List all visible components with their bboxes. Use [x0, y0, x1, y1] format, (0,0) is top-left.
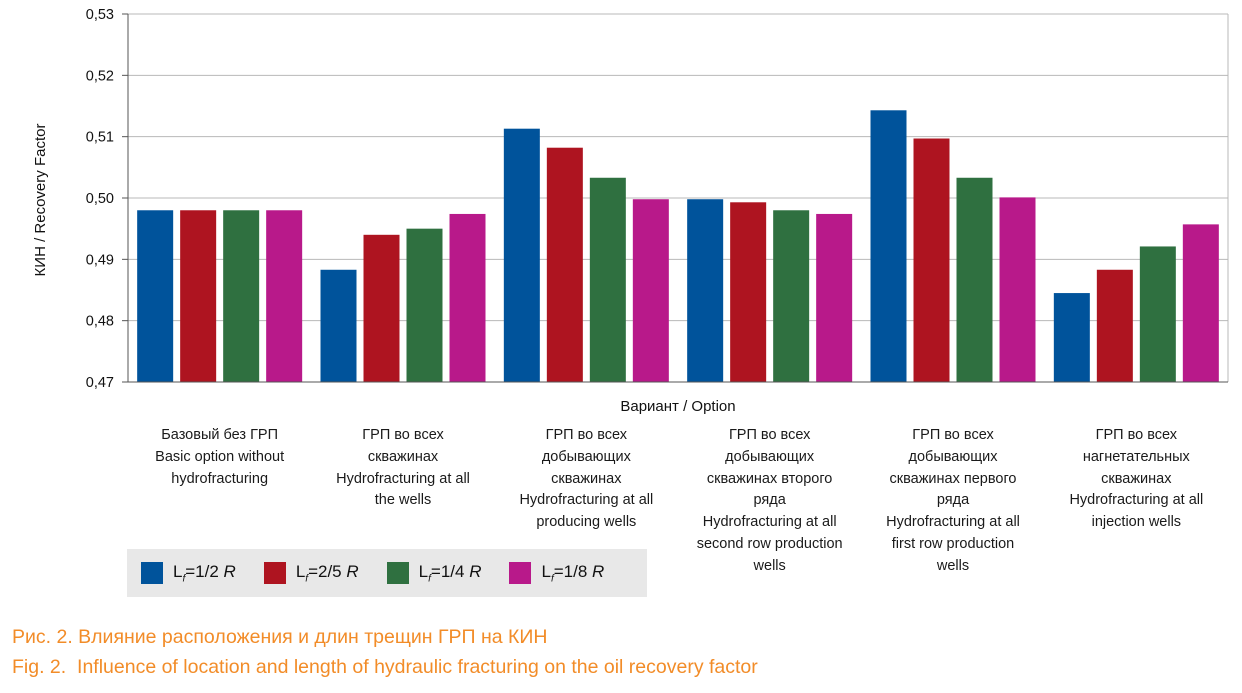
- bars: [137, 110, 1219, 382]
- figure-caption-ru: Рис. 2. Влияние расположения и длин трещ…: [12, 626, 547, 649]
- legend-swatch: [141, 561, 163, 584]
- x-category-label-line: нагнетательных: [1082, 448, 1190, 465]
- x-category-label: ГРП во всех добывающих скважинах первого ря…: [865, 425, 1041, 578]
- caption-ru-text: Влияние расположения и длин трещин ГРП н…: [72, 626, 548, 648]
- bar: [406, 228, 443, 382]
- x-category-label-line: hydrofracturing: [171, 470, 269, 487]
- x-category-label-line: добывающих: [908, 448, 998, 465]
- x-category-label: ГРП во всех нагнетательных скважинах Hydrof…: [1048, 425, 1224, 534]
- y-tick-label: 0,49: [86, 252, 114, 268]
- x-category-label-line: Hydrofracturing at all: [1069, 492, 1204, 509]
- bar: [223, 210, 260, 382]
- y-tick-label: 0,48: [86, 314, 114, 330]
- legend-label: Lf=1/2 R: [173, 561, 236, 585]
- bar: [913, 138, 950, 382]
- legend-swatch: [263, 561, 286, 584]
- legend-swatch: [386, 561, 409, 584]
- legend-item: Lf=1/2 R: [141, 562, 236, 584]
- bar: [956, 177, 993, 382]
- y-tick-label: 0,52: [86, 68, 114, 84]
- x-category-label: ГРП во всех скважинах Hydrofracturing at a…: [315, 425, 491, 512]
- grid-lines: [128, 13, 1228, 383]
- caption-en-label: Fig. 2.: [12, 656, 67, 678]
- bar: [363, 234, 400, 382]
- x-category-label-line: Basic option without: [155, 448, 285, 465]
- x-category-label-line: Hydrofracturing at all: [886, 514, 1020, 531]
- x-category-label-line: скважинах: [1101, 470, 1172, 487]
- x-category-label-line: скважинах: [551, 470, 622, 487]
- bar: [320, 269, 357, 382]
- bar: [1053, 293, 1090, 382]
- x-category-label: ГРП во всех добывающих скважинах второго ря…: [682, 425, 858, 578]
- bar: [266, 210, 303, 382]
- x-axis-label: Вариант / Option: [620, 398, 735, 415]
- legend-item: Lf=1/8 R: [509, 562, 604, 584]
- x-category-label-line: ГРП во всех: [912, 427, 994, 443]
- x-category-label-line: добывающих: [725, 448, 815, 465]
- axes: 0,47 0,48 0,49 0,50 0,51 0,52 0,53: [86, 7, 1229, 391]
- x-category-label: ГРП во всех добывающих скважинах Hydrofract…: [498, 425, 674, 534]
- caption-ru-label: Рис. 2.: [12, 626, 73, 648]
- legend-item: Lf=1/4 R: [386, 561, 482, 585]
- x-category-label-line: ряда: [936, 492, 970, 509]
- x-category-label-line: ГРП во всех: [545, 427, 628, 443]
- x-category-label-line: wells: [936, 557, 970, 574]
- x-category-label-line: Hydrofracturing at all: [702, 514, 837, 531]
- bar: [503, 128, 540, 382]
- bar: [632, 199, 669, 382]
- legend-label: Lf=2/5 R: [295, 561, 359, 585]
- bar: [1139, 246, 1176, 382]
- bar: [449, 213, 486, 382]
- legend-item: Lf=2/5 R: [263, 561, 359, 585]
- y-tick-label: 0,47: [86, 375, 114, 391]
- y-tick-label: 0,51: [86, 130, 114, 146]
- y-axis-label: КИН / Recovery Factor: [32, 124, 49, 277]
- bar: [137, 210, 174, 382]
- x-category-label-line: first row production: [891, 535, 1015, 552]
- x-category-label: Базовый без ГРП Basic option without hydro…: [132, 425, 308, 490]
- legend-label: Lf=1/4 R: [418, 561, 482, 585]
- x-category-label-line: wells: [753, 557, 786, 574]
- legend-label: Lf=1/8 R: [541, 561, 605, 585]
- x-category-label-line: скважинах первого: [889, 470, 1017, 487]
- figure-caption-en: Fig. 2. Influence of location and length…: [12, 656, 758, 679]
- bar: [180, 210, 217, 382]
- x-category-label-line: the wells: [374, 492, 432, 509]
- x-category-label-line: добывающих: [541, 448, 631, 465]
- bar: [589, 177, 626, 382]
- y-tick-label: 0,53: [86, 7, 114, 23]
- bar: [546, 147, 583, 382]
- x-category-label-line: Hydrofracturing at all: [336, 470, 470, 487]
- x-category-label-line: Hydrofracturing at all: [519, 492, 654, 509]
- x-category-label-line: injection wells: [1091, 514, 1182, 531]
- x-category-label-line: ряда: [753, 492, 786, 509]
- x-category-label-line: ГРП во всех: [728, 427, 811, 443]
- bar: [1182, 224, 1219, 382]
- caption-en-text: Influence of location and length of hydr…: [66, 656, 758, 678]
- bar: [999, 197, 1036, 382]
- bar: [773, 210, 810, 382]
- bar: [870, 110, 907, 382]
- x-category-label-line: скважинах второго: [706, 470, 833, 487]
- x-category-label-line: Базовый без ГРП: [161, 427, 279, 443]
- bar: [730, 202, 767, 382]
- x-category-label-line: скважинах: [367, 448, 439, 465]
- x-category-label-line: second row production: [696, 535, 843, 552]
- legend: Lf=1/2 R Lf=2/5 R Lf=1/4 R Lf=1/8 R: [127, 549, 647, 597]
- x-category-label-line: ГРП во всех: [362, 427, 444, 443]
- y-tick-label: 0,50: [86, 191, 114, 207]
- legend-swatch: [509, 561, 532, 584]
- x-category-label-line: producing wells: [536, 514, 637, 531]
- bar: [1096, 269, 1133, 382]
- bar: [687, 199, 724, 382]
- x-category-label-line: ГРП во всех: [1095, 427, 1178, 443]
- bar: [816, 213, 853, 382]
